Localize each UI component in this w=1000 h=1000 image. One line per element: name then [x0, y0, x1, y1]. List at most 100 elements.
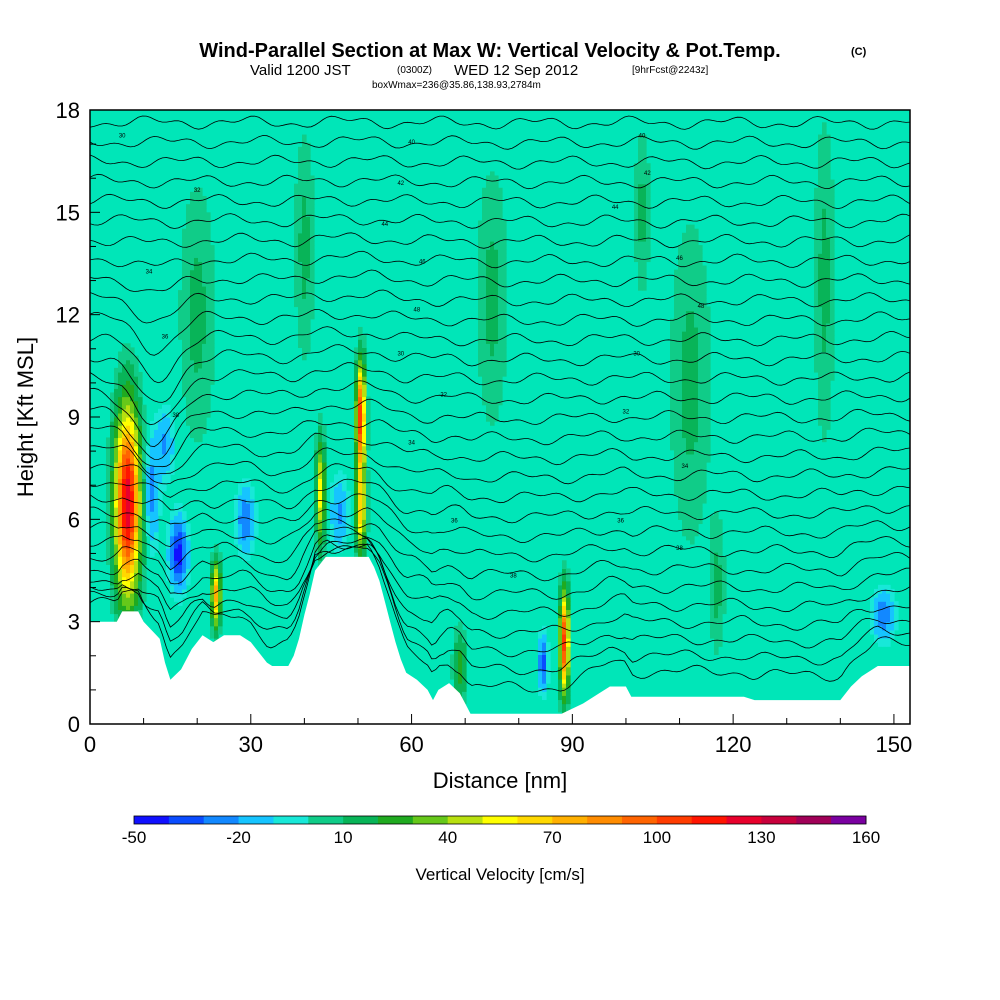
velocity-cell — [126, 539, 131, 545]
velocity-cell — [682, 494, 687, 500]
velocity-cell — [814, 359, 819, 365]
velocity-cell — [302, 347, 307, 353]
velocity-cell — [498, 367, 503, 373]
velocity-cell — [194, 421, 199, 426]
colorbar-segment — [691, 816, 728, 824]
velocity-cell — [114, 605, 119, 610]
colorbar-segment — [273, 816, 309, 824]
velocity-cell — [142, 502, 147, 508]
velocity-cell — [130, 470, 135, 475]
velocity-cell — [142, 466, 147, 471]
velocity-cell — [242, 519, 247, 525]
pot-temp-contour-label: 44 — [381, 222, 388, 228]
velocity-cell — [870, 601, 875, 606]
velocity-cell — [122, 429, 127, 434]
velocity-cell — [142, 511, 147, 516]
velocity-cell — [698, 400, 703, 406]
velocity-cell — [822, 126, 827, 132]
velocity-cell — [546, 678, 551, 684]
x-tick-label: 60 — [399, 732, 423, 757]
velocity-cell — [478, 306, 483, 312]
velocity-cell — [814, 367, 819, 373]
velocity-cell — [818, 195, 823, 201]
velocity-cell — [322, 449, 327, 455]
velocity-cell — [694, 433, 699, 439]
velocity-cell — [490, 298, 495, 303]
velocity-cell — [818, 142, 823, 148]
velocity-cell — [822, 367, 827, 373]
velocity-cell — [690, 535, 695, 541]
velocity-cell — [126, 380, 131, 385]
velocity-cell — [126, 466, 131, 471]
velocity-cell — [198, 224, 203, 230]
velocity-cell — [698, 417, 703, 422]
velocity-cell — [190, 228, 195, 234]
velocity-cell — [686, 371, 691, 377]
velocity-cell — [818, 318, 823, 324]
velocity-cell — [686, 347, 691, 353]
velocity-cell — [138, 531, 143, 537]
box-wmax-info: boxWmax=236@35.86,138.93,2784m — [372, 80, 541, 91]
velocity-cell — [190, 371, 195, 377]
velocity-cell — [170, 425, 175, 430]
velocity-cell — [366, 429, 371, 434]
velocity-cell — [498, 400, 503, 406]
pot-temp-contour-label: 36 — [451, 519, 458, 525]
velocity-cell — [134, 498, 139, 504]
velocity-cell — [158, 482, 163, 488]
velocity-cell — [698, 425, 703, 430]
velocity-cell — [822, 392, 827, 398]
velocity-cell — [354, 417, 359, 422]
velocity-cell — [150, 462, 155, 467]
velocity-cell — [682, 290, 687, 295]
velocity-cell — [198, 396, 203, 402]
velocity-cell — [298, 179, 303, 185]
velocity-cell — [490, 236, 495, 242]
velocity-cell — [118, 564, 123, 570]
velocity-cell — [558, 621, 563, 627]
velocity-cell — [122, 466, 127, 471]
velocity-cell — [830, 208, 835, 213]
velocity-cell — [306, 195, 311, 201]
velocity-cell — [322, 425, 327, 430]
velocity-cell — [722, 584, 727, 590]
velocity-cell — [694, 269, 699, 275]
velocity-cell — [346, 498, 351, 504]
colorbar-tick-label: 130 — [747, 828, 775, 847]
velocity-cell — [718, 543, 723, 549]
velocity-cell — [698, 482, 703, 488]
velocity-cell — [106, 507, 111, 512]
velocity-cell — [302, 236, 307, 242]
velocity-cell — [130, 539, 135, 545]
velocity-cell — [686, 318, 691, 324]
velocity-cell — [338, 531, 343, 537]
velocity-cell — [214, 625, 219, 631]
velocity-cell — [138, 457, 143, 463]
velocity-cell — [162, 457, 167, 463]
velocity-cell — [482, 191, 487, 197]
velocity-cell — [314, 457, 319, 463]
velocity-cell — [202, 212, 207, 218]
velocity-cell — [826, 155, 831, 160]
velocity-cell — [298, 171, 303, 177]
velocity-cell — [682, 286, 687, 291]
velocity-cell — [634, 224, 639, 230]
velocity-cell — [106, 482, 111, 488]
velocity-cell — [878, 625, 883, 631]
velocity-cell — [502, 277, 507, 283]
velocity-cell — [686, 228, 691, 234]
velocity-cell — [822, 171, 827, 177]
velocity-cell — [502, 339, 507, 344]
velocity-cell — [250, 511, 255, 516]
velocity-cell — [318, 470, 323, 475]
velocity-cell — [686, 257, 691, 263]
velocity-cell — [318, 478, 323, 484]
velocity-cell — [366, 433, 371, 439]
velocity-cell — [190, 220, 195, 226]
velocity-cell — [322, 494, 327, 500]
velocity-cell — [566, 707, 571, 713]
velocity-cell — [198, 347, 203, 353]
velocity-cell — [170, 462, 175, 467]
velocity-cell — [186, 417, 191, 422]
velocity-cell — [482, 351, 487, 357]
